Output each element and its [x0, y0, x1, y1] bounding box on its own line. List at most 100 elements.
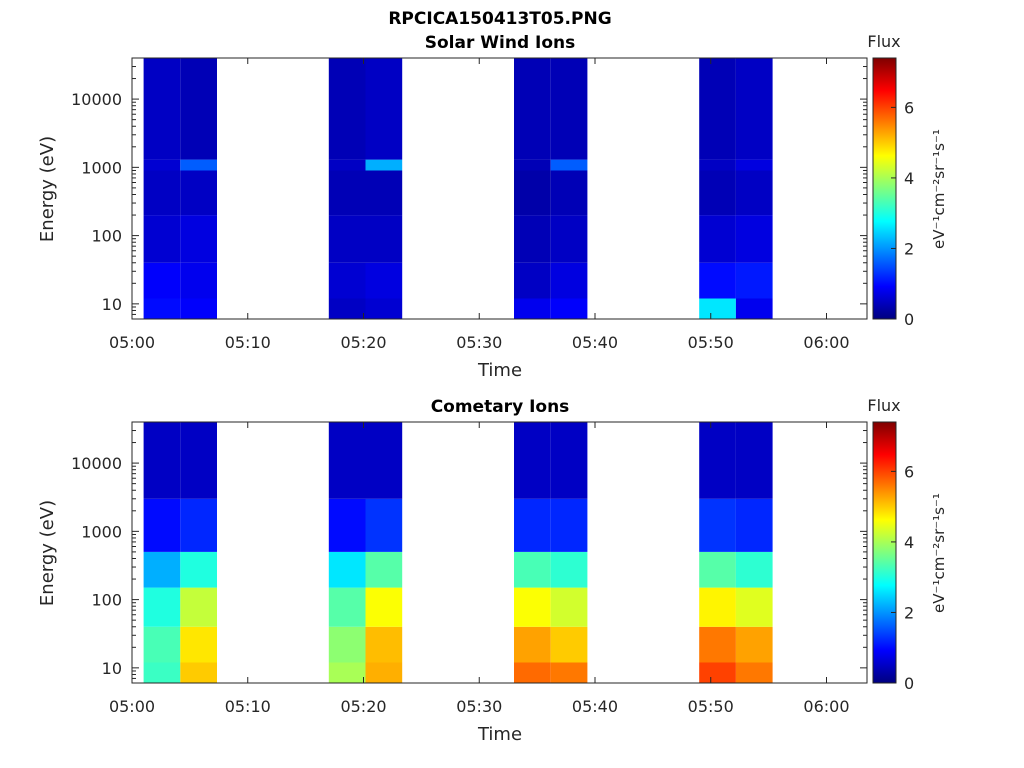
heatmap-cell-cometary-3-1	[365, 626, 403, 663]
heatmap-cell-cometary-7-2	[735, 587, 773, 627]
panel-title-cometary: Cometary Ions	[431, 397, 570, 417]
heatmap-cell-cometary-1-4	[180, 498, 217, 552]
heatmap-cell-solar-wind-5-0	[550, 298, 588, 319]
colorbar-tick-label: 6	[904, 462, 914, 481]
colorbar-title-solar-wind: Flux	[867, 32, 900, 51]
heatmap-cell-cometary-6-2	[699, 587, 736, 627]
colorbar-label-solar-wind: eV⁻¹cm⁻²sr⁻¹s⁻¹	[930, 129, 948, 249]
panel-cometary: Cometary Ions 05:00 05:10 05:20 05:30 05:40 0…	[37, 396, 948, 745]
heatmap-cell-solar-wind-0-0	[143, 298, 181, 319]
y-tick-label: 10	[102, 295, 122, 314]
colorbar-tick-label: 2	[904, 239, 914, 258]
x-tick-label: 05:40	[572, 697, 618, 716]
heatmap-cell-cometary-0-4	[143, 498, 181, 552]
x-tick-label: 05:10	[225, 697, 271, 716]
heatmap-cell-cometary-5-3	[550, 551, 588, 588]
x-axis-cometary: 05:00 05:10 05:20 05:30 05:40 05:50 06:00	[109, 422, 850, 716]
heatmap-cell-cometary-3-0	[365, 662, 403, 683]
colorbar-ticks-solar-wind: 0 2 4 6	[891, 98, 914, 329]
x-tick-label: 05:20	[340, 697, 386, 716]
x-axis-solar-wind: 05:00 05:10 05:20 05:30 05:40 05:50 06:00	[109, 58, 850, 352]
heatmap-cell-solar-wind-0-3	[143, 170, 181, 216]
heatmap-cell-cometary-4-4	[514, 498, 551, 552]
heatmap-cell-solar-wind-2-1	[328, 262, 366, 299]
heatmap-cell-cometary-3-2	[365, 587, 403, 627]
heatmap-cell-cometary-3-3	[365, 551, 403, 588]
x-axis-label-cometary: Time	[477, 724, 522, 745]
heatmap-cell-cometary-4-5	[514, 422, 551, 499]
y-tick-label: 1000	[81, 158, 122, 177]
x-tick-label: 05:30	[456, 697, 502, 716]
heatmap-cell-cometary-0-1	[143, 626, 181, 663]
y-tick-label: 10000	[71, 90, 122, 109]
heatmap-cell-cometary-2-3	[328, 551, 366, 588]
y-tick-label: 1000	[81, 522, 122, 541]
panel-solar-wind: Solar Wind Ions 05:00 05:10 05:20 05:30 05:4…	[37, 32, 948, 381]
heatmap-cell-cometary-7-0	[735, 662, 773, 683]
x-tick-label: 05:00	[109, 333, 155, 352]
heatmap-cell-solar-wind-7-3	[735, 170, 773, 216]
heatmap-cell-solar-wind-3-2	[365, 215, 403, 263]
heatmap-cell-solar-wind-1-0	[180, 298, 217, 319]
figure-title: RPCICA150413T05.PNG	[388, 9, 611, 29]
y-tick-label: 10000	[71, 454, 122, 473]
plot-frame-solar-wind	[131, 57, 868, 320]
colorbar-cometary	[872, 421, 897, 684]
heatmap-cell-cometary-6-3	[699, 551, 736, 588]
heatmap-cell-cometary-4-1	[514, 626, 551, 663]
heatmap-cell-solar-wind-3-4	[365, 159, 403, 171]
heatmap-cell-cometary-7-1	[735, 626, 773, 663]
heatmap-cells-cometary	[143, 422, 773, 683]
heatmap-cell-cometary-4-0	[514, 662, 551, 683]
heatmap-cell-solar-wind-7-5	[735, 58, 773, 160]
plot-frame-cometary	[131, 421, 868, 684]
heatmap-cells-solar-wind	[143, 58, 773, 319]
heatmap-cell-solar-wind-4-3	[514, 170, 551, 216]
heatmap-cell-cometary-5-2	[550, 587, 588, 627]
heatmap-cell-cometary-4-3	[514, 551, 551, 588]
heatmap-cell-cometary-1-0	[180, 662, 217, 683]
y-axis-label-solar-wind: Energy (eV)	[37, 136, 58, 242]
x-tick-label: 05:50	[688, 333, 734, 352]
y-tick-label: 100	[91, 591, 122, 610]
heatmap-cell-solar-wind-5-2	[550, 215, 588, 263]
heatmap-cell-cometary-5-0	[550, 662, 588, 683]
colorbar-tick-label: 6	[904, 98, 914, 117]
heatmap-cell-cometary-0-0	[143, 662, 181, 683]
heatmap-cell-solar-wind-6-4	[699, 159, 736, 171]
heatmap-cell-cometary-3-4	[365, 498, 403, 552]
x-tick-label: 05:20	[340, 333, 386, 352]
heatmap-cell-cometary-1-1	[180, 626, 217, 663]
heatmap-cell-cometary-2-1	[328, 626, 366, 663]
heatmap-cell-solar-wind-4-5	[514, 58, 551, 160]
heatmap-cell-solar-wind-7-1	[735, 262, 773, 299]
heatmap-cell-cometary-0-3	[143, 551, 181, 588]
heatmap-cell-solar-wind-5-4	[550, 159, 588, 171]
x-tick-label: 05:40	[572, 333, 618, 352]
heatmap-cell-solar-wind-0-4	[143, 159, 181, 171]
heatmap-cell-solar-wind-1-1	[180, 262, 217, 299]
heatmap-cell-solar-wind-1-3	[180, 170, 217, 216]
heatmap-cell-solar-wind-3-0	[365, 298, 403, 319]
x-tick-label: 05:10	[225, 333, 271, 352]
heatmap-cell-cometary-5-5	[550, 422, 588, 499]
heatmap-cell-solar-wind-5-3	[550, 170, 588, 216]
heatmap-cell-cometary-1-5	[180, 422, 217, 499]
heatmap-cell-solar-wind-7-0	[735, 298, 773, 319]
heatmap-cell-solar-wind-5-1	[550, 262, 588, 299]
heatmap-cell-cometary-5-1	[550, 626, 588, 663]
heatmap-cell-solar-wind-1-4	[180, 159, 217, 171]
heatmap-cell-cometary-0-2	[143, 587, 181, 627]
heatmap-cell-solar-wind-3-1	[365, 262, 403, 299]
heatmap-cell-solar-wind-0-2	[143, 215, 181, 263]
x-tick-label: 06:00	[803, 333, 849, 352]
heatmap-cell-cometary-6-1	[699, 626, 736, 663]
heatmap-cell-cometary-7-3	[735, 551, 773, 588]
colorbar-solar-wind	[872, 57, 897, 320]
heatmap-cell-cometary-4-2	[514, 587, 551, 627]
x-axis-label-solar-wind: Time	[477, 360, 522, 381]
x-tick-label: 05:00	[109, 697, 155, 716]
heatmap-cell-solar-wind-0-5	[143, 58, 181, 160]
heatmap-cell-cometary-6-5	[699, 422, 736, 499]
